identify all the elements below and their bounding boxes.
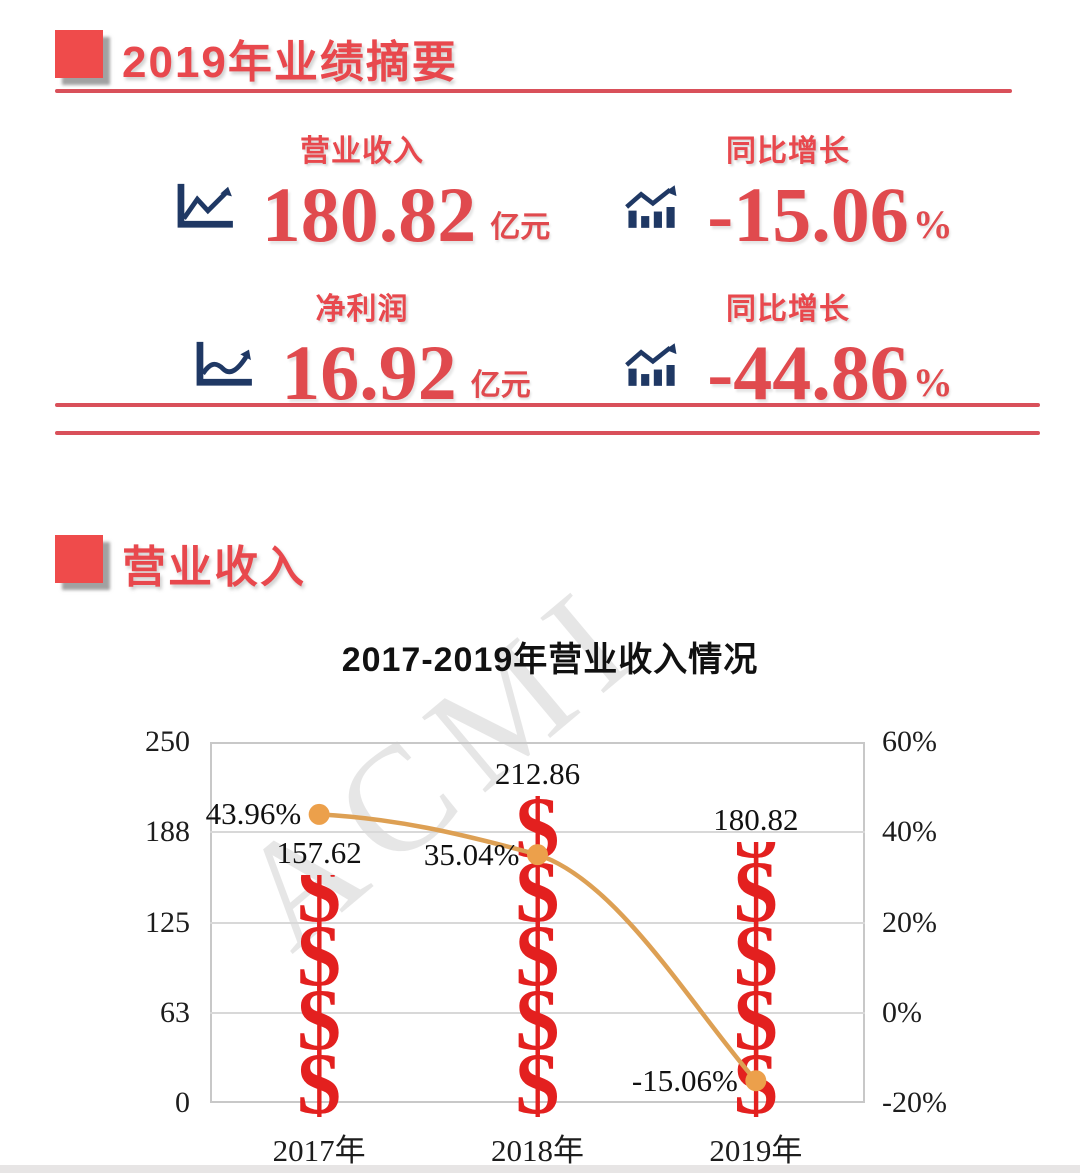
bar-chart-growth-icon	[623, 183, 681, 236]
metric-label: 净利润	[315, 293, 409, 326]
metric-unit: 亿元	[470, 369, 531, 403]
metric-net-profit: 净利润 16.92 亿元	[122, 284, 602, 424]
metric-value: 16.92	[281, 329, 457, 416]
right-axis-tick: 40%	[882, 815, 937, 849]
chart-title: 2017-2019年营业收入情况	[341, 641, 759, 679]
revenue-bar-2017年: $ $ $ $	[286, 875, 352, 1117]
metric-unit: %	[912, 360, 953, 406]
section-marker-square	[55, 30, 103, 78]
metric-value: -15.06	[707, 171, 909, 258]
right-axis-tick: -20%	[882, 1086, 947, 1119]
metric-value: -44.86	[707, 329, 909, 416]
metric-label: 同比增长	[726, 293, 850, 326]
right-axis-tick: 0%	[882, 995, 922, 1029]
metric-label: 同比增长	[726, 135, 850, 168]
right-axis-tick: 60%	[882, 725, 937, 758]
left-axis-tick: 250	[145, 725, 190, 758]
dollar-glyph-stack: $ $ $ $	[286, 875, 352, 1117]
growth-point-label: -15.06%	[631, 1062, 738, 1098]
growth-point-label: 35.04%	[423, 836, 520, 872]
x-axis-label: 2017年	[272, 1133, 366, 1168]
section-marker-square	[55, 535, 103, 583]
footer-strip	[0, 1165, 1080, 1173]
metric-value: 180.82	[261, 171, 477, 258]
left-axis-tick: 63	[160, 995, 190, 1029]
bar-value-label: 180.82	[713, 801, 799, 837]
metric-revenue: 营业收入 180.82 亿元	[122, 126, 602, 266]
metric-unit: 亿元	[490, 211, 551, 245]
dollar-glyph: $	[515, 1035, 560, 1117]
growth-point-label: 43.96%	[205, 796, 302, 832]
right-axis-tick: 20%	[882, 905, 937, 939]
revenue-section-title: 营业收入	[122, 543, 306, 592]
x-axis-label: 2019年	[709, 1133, 803, 1168]
x-axis-label: 2018年	[491, 1133, 584, 1168]
metric-unit: %	[912, 202, 953, 248]
bar-value-label: 157.62	[276, 835, 362, 871]
section-divider-line	[55, 431, 1040, 435]
left-axis-tick: 125	[145, 905, 190, 939]
line-chart-icon	[193, 339, 255, 394]
bar-value-label: 212.86	[494, 755, 581, 791]
left-axis-tick: 188	[145, 815, 190, 849]
left-axis-tick: 0	[175, 1086, 190, 1119]
summary-section-title: 2019年业绩摘要	[122, 38, 458, 87]
metric-label: 营业收入	[300, 135, 424, 168]
bar-chart-growth-icon	[623, 341, 681, 394]
section-divider-line	[55, 403, 1040, 407]
line-chart-icon	[174, 181, 236, 236]
metric-revenue-growth: 同比增长 -15.06 %	[548, 126, 1028, 266]
header-divider-line	[55, 89, 1012, 93]
metric-profit-growth: 同比增长 -44.86 %	[548, 284, 1028, 424]
dollar-glyph: $	[297, 1035, 342, 1117]
